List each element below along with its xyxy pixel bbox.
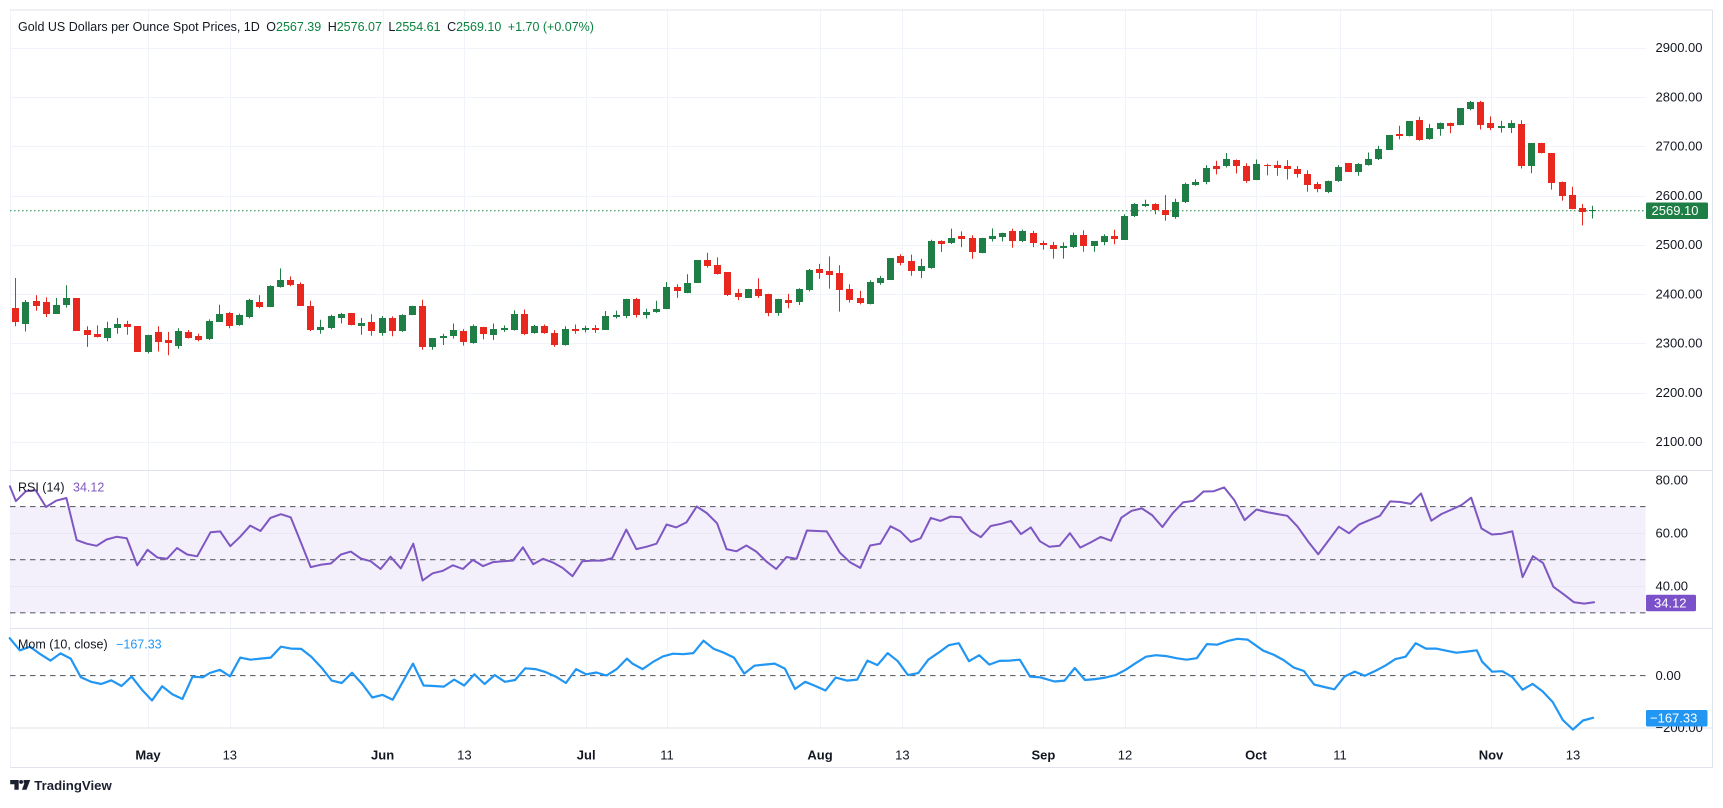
svg-text:34.12: 34.12	[1654, 595, 1687, 610]
svg-text:2400.00: 2400.00	[1656, 286, 1703, 301]
svg-text:40.00: 40.00	[1656, 579, 1689, 594]
svg-text:80.00: 80.00	[1656, 472, 1689, 487]
svg-text:2600.00: 2600.00	[1656, 188, 1703, 203]
svg-text:0.00: 0.00	[1656, 668, 1681, 683]
svg-text:13: 13	[1566, 748, 1580, 763]
svg-text:Gold US Dollars per Ounce Spot: Gold US Dollars per Ounce Spot Prices, 1…	[18, 20, 594, 34]
svg-text:Jul: Jul	[577, 748, 596, 763]
svg-text:Aug: Aug	[807, 748, 832, 763]
svg-text:Jun: Jun	[371, 748, 394, 763]
svg-text:2200.00: 2200.00	[1656, 385, 1703, 400]
svg-text:2500.00: 2500.00	[1656, 237, 1703, 252]
svg-text:Mom (10, close) −167.33: Mom (10, close) −167.33	[18, 637, 162, 651]
svg-text:13: 13	[223, 748, 237, 763]
svg-text:60.00: 60.00	[1656, 525, 1689, 540]
svg-text:12: 12	[1118, 748, 1132, 763]
svg-text:2100.00: 2100.00	[1656, 434, 1703, 449]
svg-text:11: 11	[660, 748, 674, 763]
svg-text:2700.00: 2700.00	[1656, 139, 1703, 154]
svg-text:11: 11	[1333, 748, 1347, 763]
svg-text:Nov: Nov	[1479, 748, 1504, 763]
svg-text:Oct: Oct	[1245, 748, 1267, 763]
svg-text:TradingView: TradingView	[34, 778, 112, 793]
svg-text:May: May	[135, 748, 161, 763]
svg-text:13: 13	[895, 748, 909, 763]
svg-text:−167.33: −167.33	[1650, 711, 1697, 726]
svg-text:2900.00: 2900.00	[1656, 40, 1703, 55]
svg-text:RSI (14) 34.12: RSI (14) 34.12	[18, 480, 104, 494]
svg-text:2800.00: 2800.00	[1656, 89, 1703, 104]
svg-text:2569.10: 2569.10	[1652, 203, 1699, 218]
svg-text:2300.00: 2300.00	[1656, 336, 1703, 351]
svg-text:13: 13	[457, 748, 471, 763]
svg-text:Sep: Sep	[1031, 748, 1055, 763]
